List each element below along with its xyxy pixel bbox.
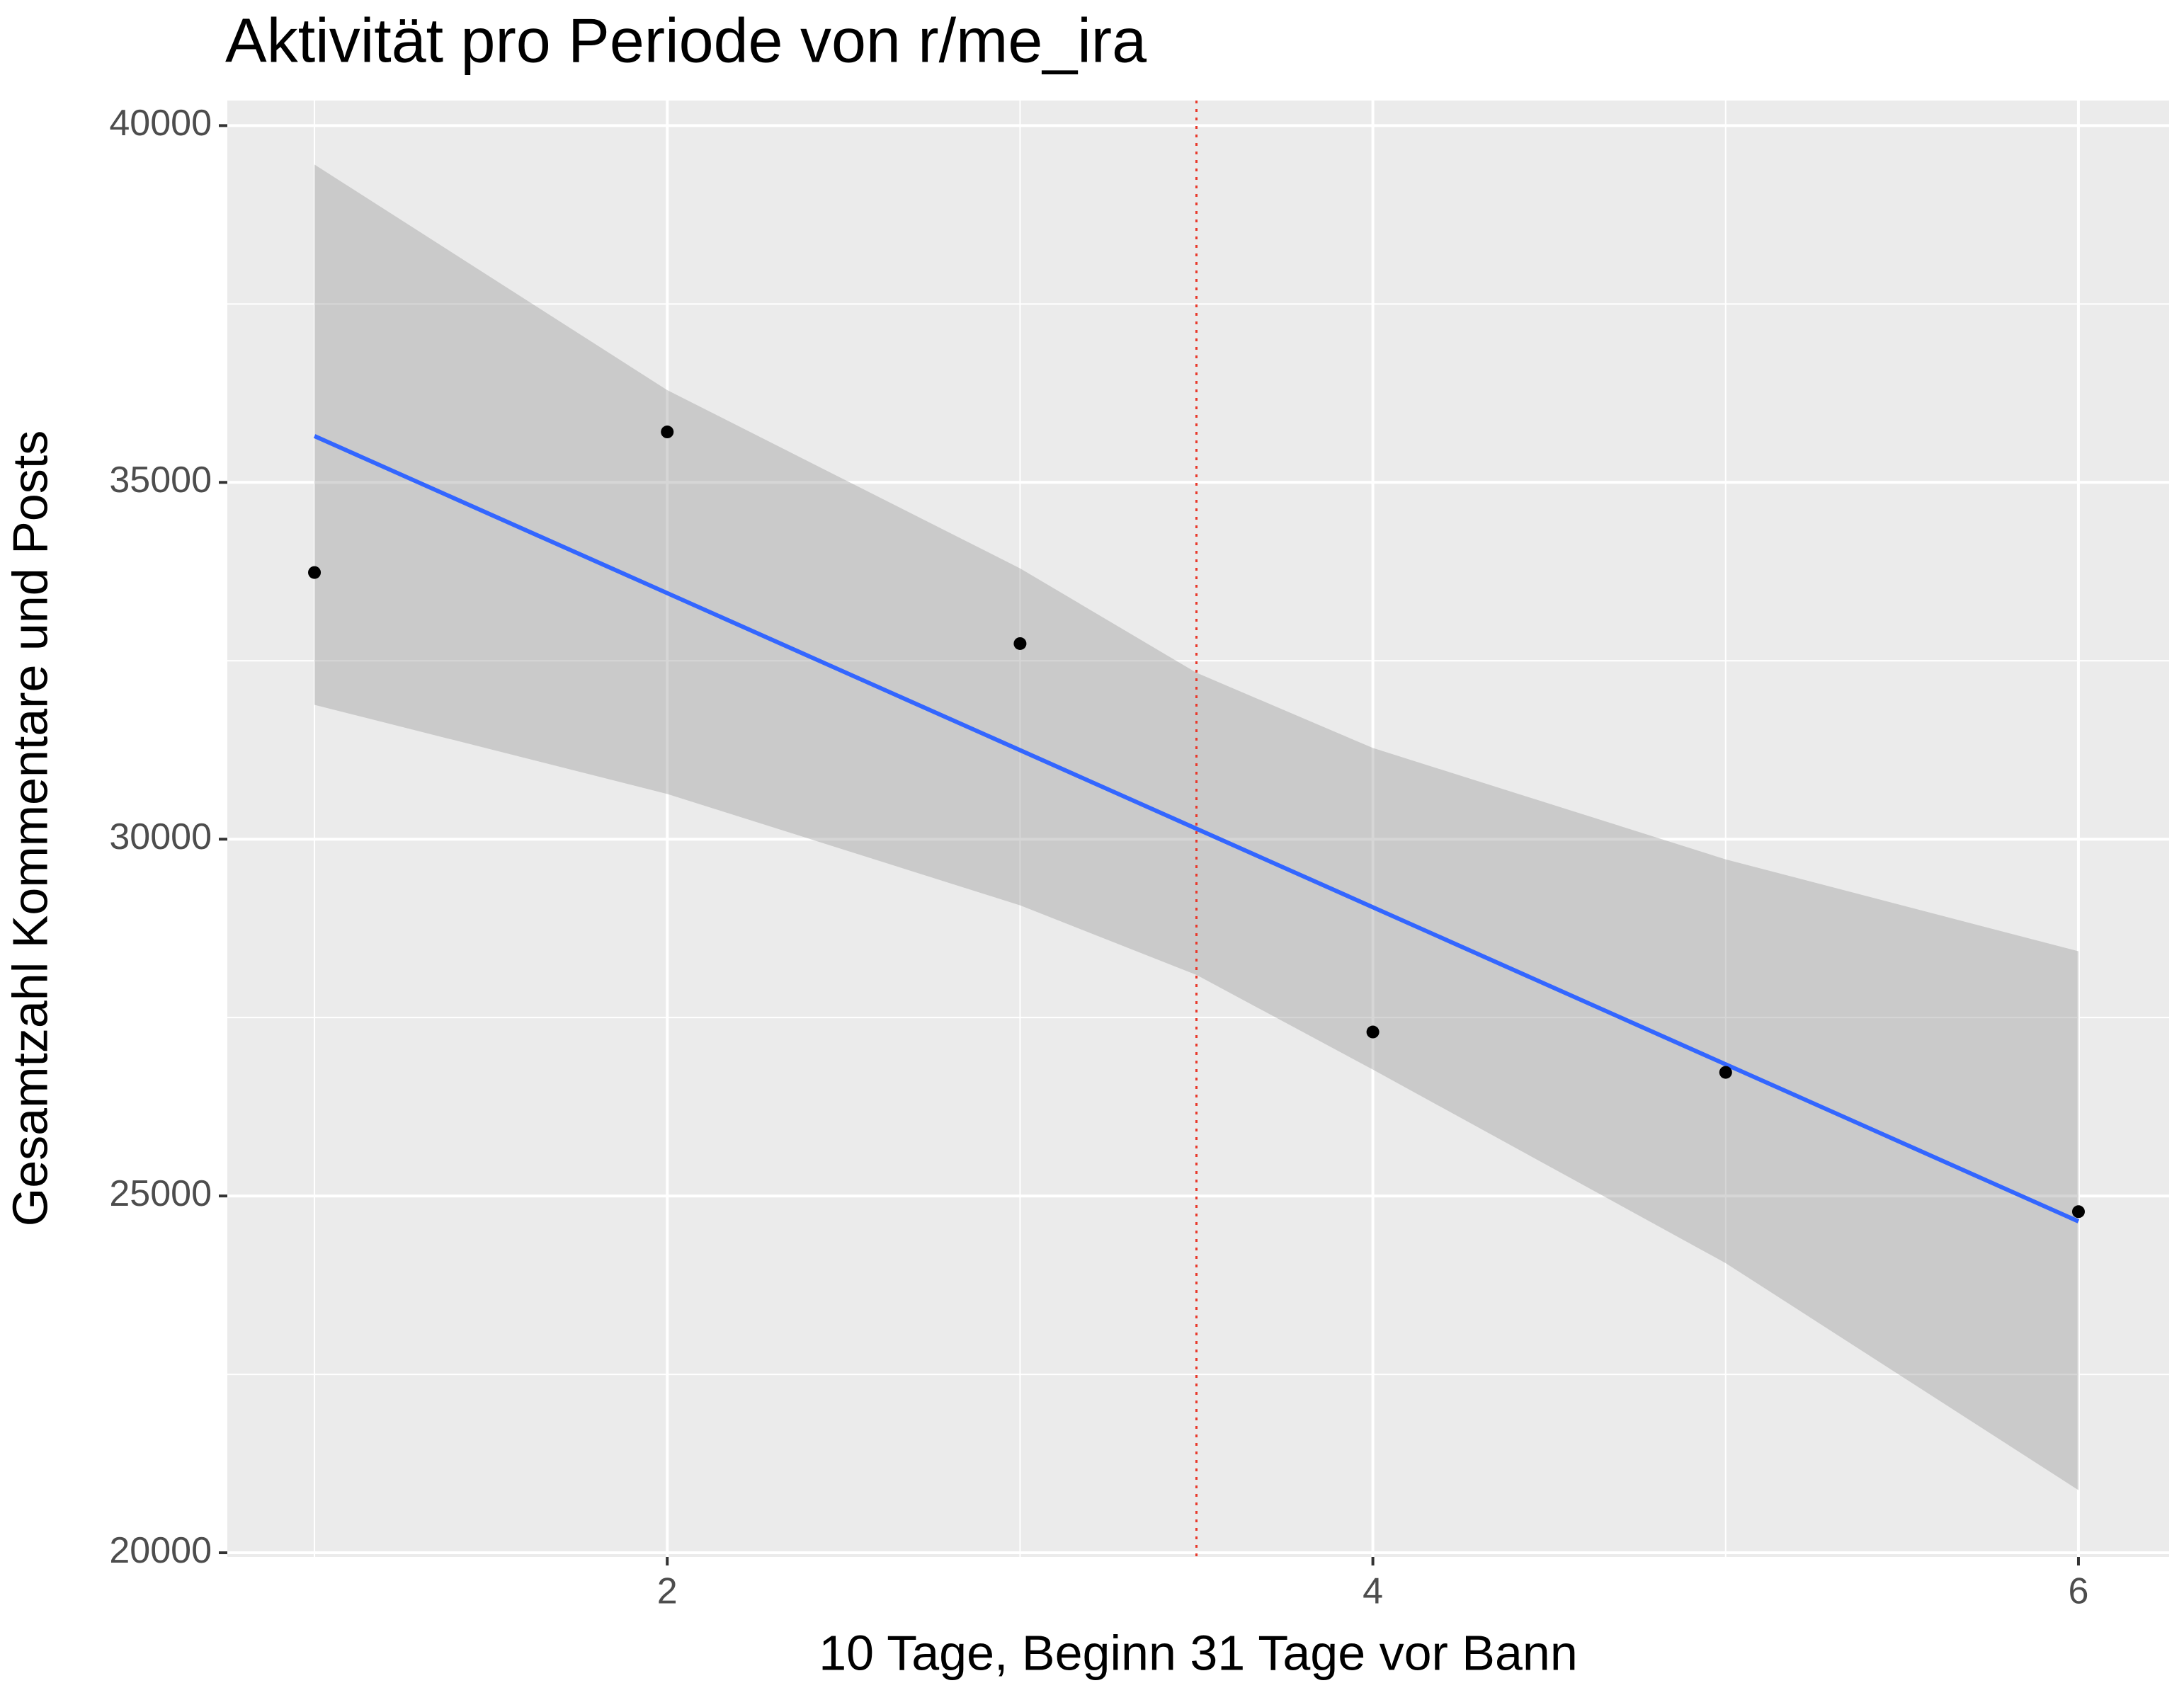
data-point bbox=[1366, 1025, 1380, 1039]
y-axis-title: Gesamtzahl Kommentare und Posts bbox=[2, 430, 57, 1226]
x-tick-label: 2 bbox=[657, 1571, 678, 1612]
data-point bbox=[1719, 1066, 1732, 1079]
y-tick-label: 20000 bbox=[109, 1530, 212, 1571]
y-tick-label: 35000 bbox=[109, 460, 212, 501]
x-tick-label: 6 bbox=[2069, 1571, 2089, 1612]
x-tick-label: 4 bbox=[1363, 1571, 1383, 1612]
fit-line bbox=[313, 434, 2080, 1223]
data-point bbox=[1013, 637, 1027, 650]
x-axis-title: 10 Tage, Beginn 31 Tage vor Bann bbox=[819, 1625, 1578, 1680]
chart-title: Aktivität pro Periode von r/me_ira bbox=[225, 5, 1147, 75]
data-point bbox=[661, 426, 674, 439]
y-tick-label: 25000 bbox=[109, 1173, 212, 1214]
data-point bbox=[308, 566, 322, 579]
data-point bbox=[2071, 1205, 2085, 1219]
y-tick-label: 40000 bbox=[109, 103, 212, 144]
y-tick-label: 30000 bbox=[109, 816, 212, 857]
